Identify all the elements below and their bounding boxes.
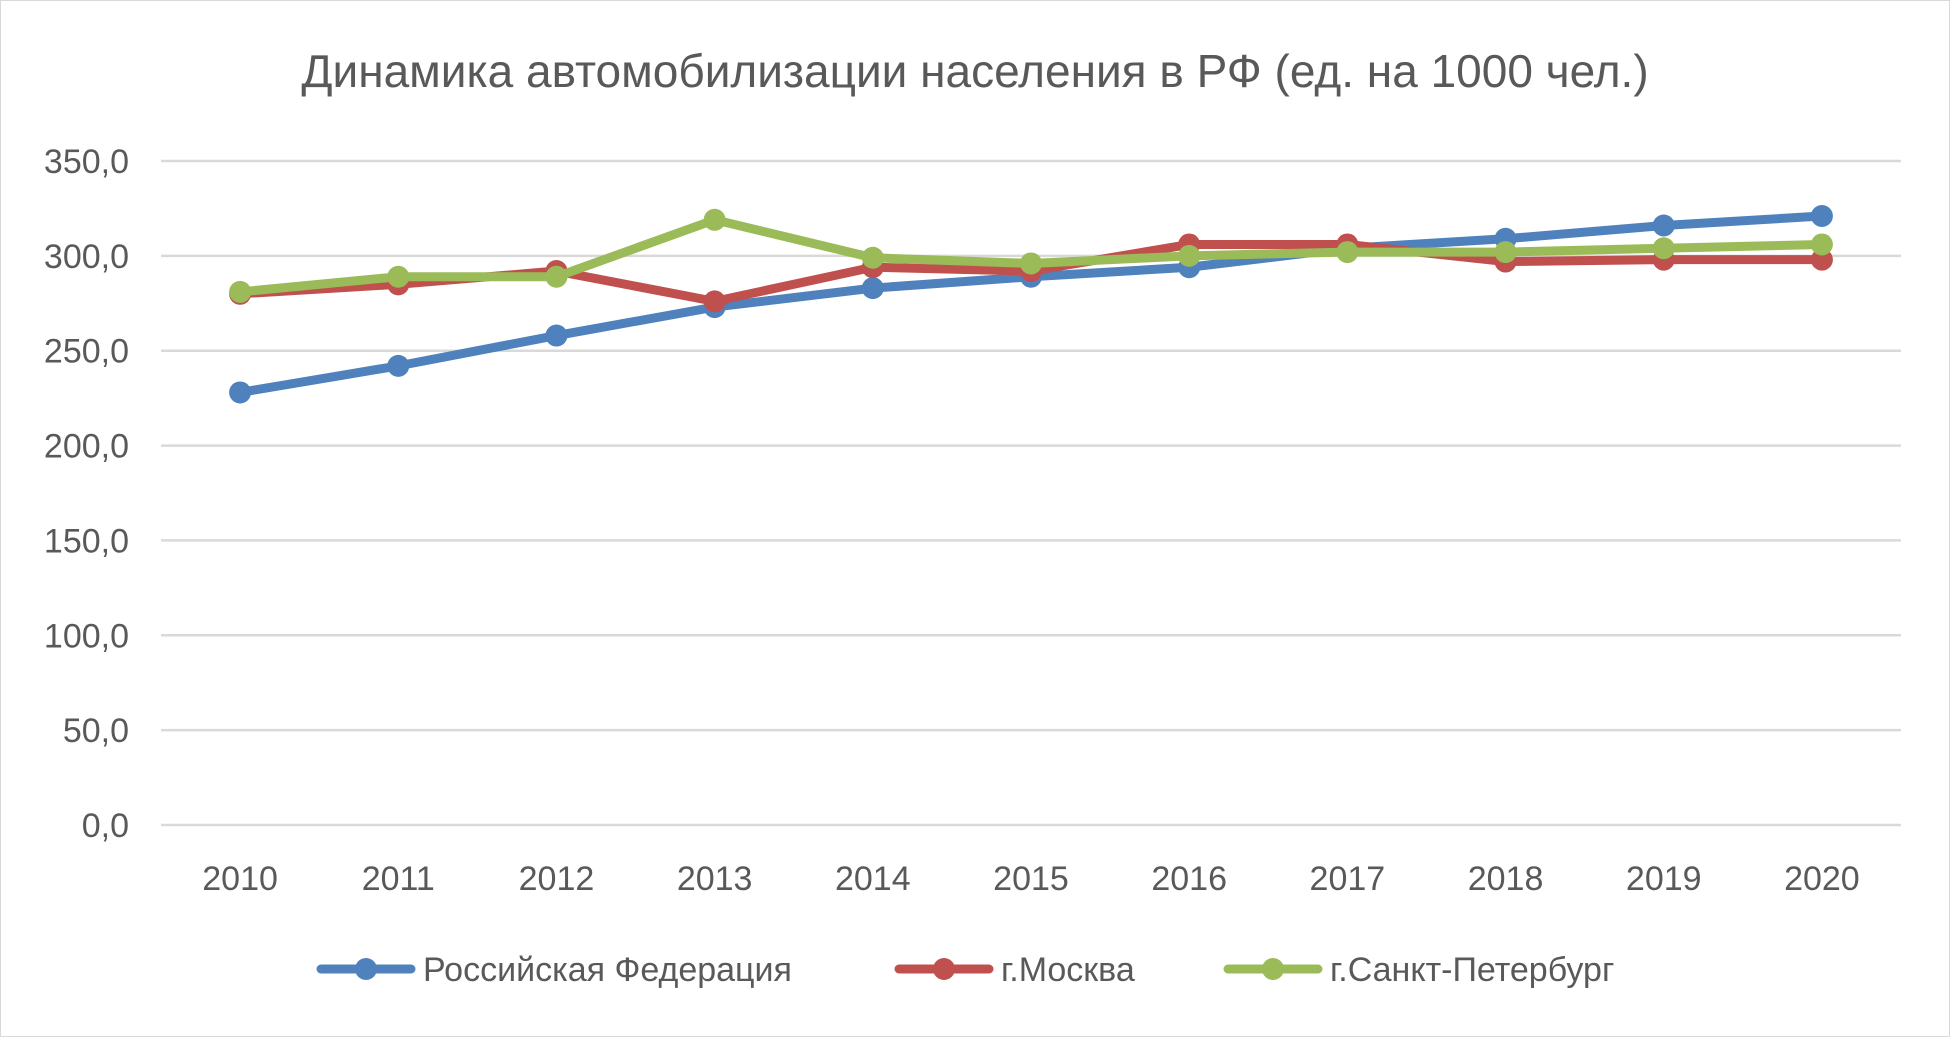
data-point xyxy=(1652,214,1675,237)
x-tick-label: 2011 xyxy=(362,860,435,898)
legend-swatch-marker xyxy=(933,958,955,980)
x-tick-label: 2016 xyxy=(1151,860,1227,898)
data-point xyxy=(703,208,726,231)
x-tick-label: 2010 xyxy=(202,860,278,898)
series-1 xyxy=(229,205,1833,404)
x-tick-label: 2015 xyxy=(993,860,1069,898)
x-tick-label: 2019 xyxy=(1626,860,1702,898)
series-line xyxy=(235,211,1827,397)
y-tick-label: 0,0 xyxy=(82,807,129,845)
data-point xyxy=(1336,241,1359,264)
data-point xyxy=(545,324,568,347)
y-tick-label: 150,0 xyxy=(44,522,129,560)
legend-label: г.Москва xyxy=(1001,951,1135,989)
x-tick-label: 2018 xyxy=(1468,860,1544,898)
data-point xyxy=(387,265,410,288)
series-3 xyxy=(229,208,1833,303)
legend: Российская Федерация г.Москва г.Санкт-Пете… xyxy=(316,951,1614,989)
series-group xyxy=(229,205,1833,404)
legend-item-3: г.Санкт-Петербург xyxy=(1223,951,1614,989)
y-tick-label: 50,0 xyxy=(63,712,129,750)
data-point xyxy=(387,354,410,377)
legend-swatch-marker xyxy=(1262,958,1284,980)
data-point xyxy=(1020,252,1042,275)
data-point xyxy=(1652,237,1675,260)
x-tick-label: 2013 xyxy=(677,860,753,898)
legend-item-1: Российская Федерация xyxy=(316,951,792,989)
x-tick-label: 2012 xyxy=(519,860,595,898)
x-axis-ticks: 2010 2011 2012 2013 2014 2015 2016 2017 2018 2019… xyxy=(202,860,1859,898)
data-point xyxy=(229,381,252,404)
data-point xyxy=(1178,244,1201,267)
y-tick-label: 100,0 xyxy=(44,617,129,655)
legend-label: г.Санкт-Петербург xyxy=(1330,951,1614,989)
x-tick-label: 2020 xyxy=(1784,860,1860,898)
x-tick-label: 2014 xyxy=(835,860,911,898)
legend-item-2: г.Москва xyxy=(894,951,1135,989)
data-point xyxy=(861,277,884,300)
data-point xyxy=(1810,233,1833,256)
data-point xyxy=(703,290,726,313)
x-tick-label: 2017 xyxy=(1310,860,1386,898)
legend-swatch-marker xyxy=(355,958,377,980)
y-tick-label: 300,0 xyxy=(44,238,129,276)
data-point xyxy=(1810,205,1833,228)
data-point xyxy=(229,280,252,303)
legend-label: Российская Федерация xyxy=(423,951,792,989)
y-axis-ticks: 0,0 50,0 100,0 150,0 200,0 250,0 300,0 350,0 xyxy=(44,143,129,845)
y-tick-label: 350,0 xyxy=(44,143,129,181)
data-point xyxy=(545,265,568,288)
y-tick-label: 200,0 xyxy=(44,428,129,466)
data-point xyxy=(861,246,884,269)
data-point xyxy=(1494,241,1517,264)
grid-lines xyxy=(161,159,1901,827)
chart-title: Динамика автомобилизации населения в РФ … xyxy=(301,45,1648,97)
data-point xyxy=(1810,248,1833,271)
y-tick-label: 250,0 xyxy=(44,333,129,371)
